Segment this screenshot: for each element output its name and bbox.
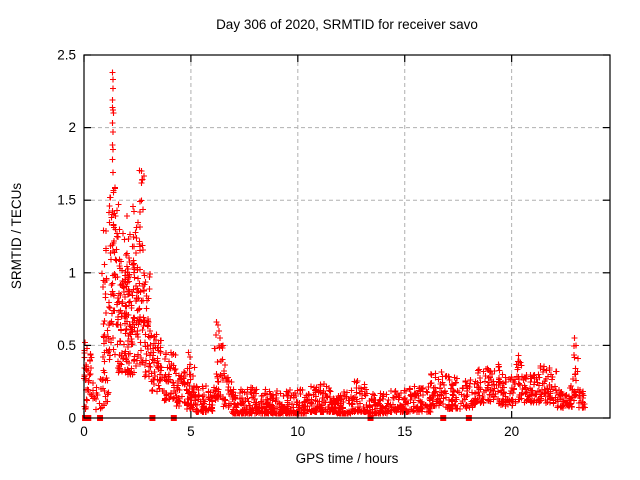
y-tick-label: 0: [68, 411, 76, 426]
x-tick-label: 20: [504, 424, 519, 439]
y-tick-label: 2: [68, 120, 76, 135]
x-tick-label: 5: [187, 424, 195, 439]
x-axis-label: GPS time / hours: [296, 451, 399, 466]
axes-and-ticks: [83, 54, 611, 419]
x-tick-label: 0: [80, 424, 88, 439]
x-tick-label: 10: [290, 424, 305, 439]
tick-labels: 0 5 10 15 20 0 0.5 1 1.5 2 2.5: [57, 48, 519, 440]
y-tick-label: 1.5: [57, 193, 76, 208]
gridlines: [84, 55, 610, 418]
x-tick-label: 15: [397, 424, 412, 439]
y-tick-label: 0.5: [57, 338, 76, 353]
chart-title: Day 306 of 2020, SRMTID for receiver sav…: [216, 17, 478, 32]
y-tick-label: 1: [68, 265, 76, 280]
plot-border: [83, 54, 611, 419]
y-tick-label: 2.5: [57, 48, 76, 63]
y-axis-label: SRMTID / TECUs: [9, 183, 24, 290]
srmtid-plus-markers: [81, 69, 588, 417]
